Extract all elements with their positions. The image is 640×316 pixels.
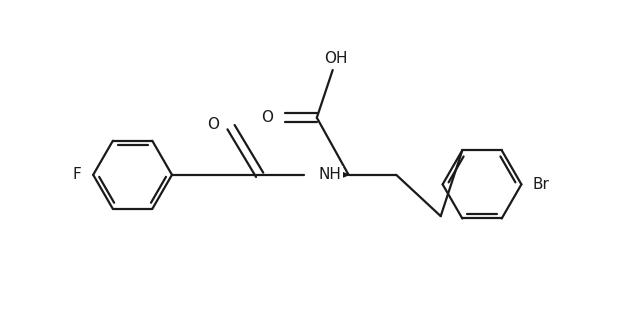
- Polygon shape: [335, 169, 349, 180]
- Text: O: O: [262, 110, 274, 125]
- Text: F: F: [73, 167, 82, 182]
- Text: Br: Br: [533, 177, 550, 192]
- Text: O: O: [207, 117, 220, 131]
- Text: OH: OH: [324, 51, 348, 66]
- Text: NH: NH: [318, 167, 341, 182]
